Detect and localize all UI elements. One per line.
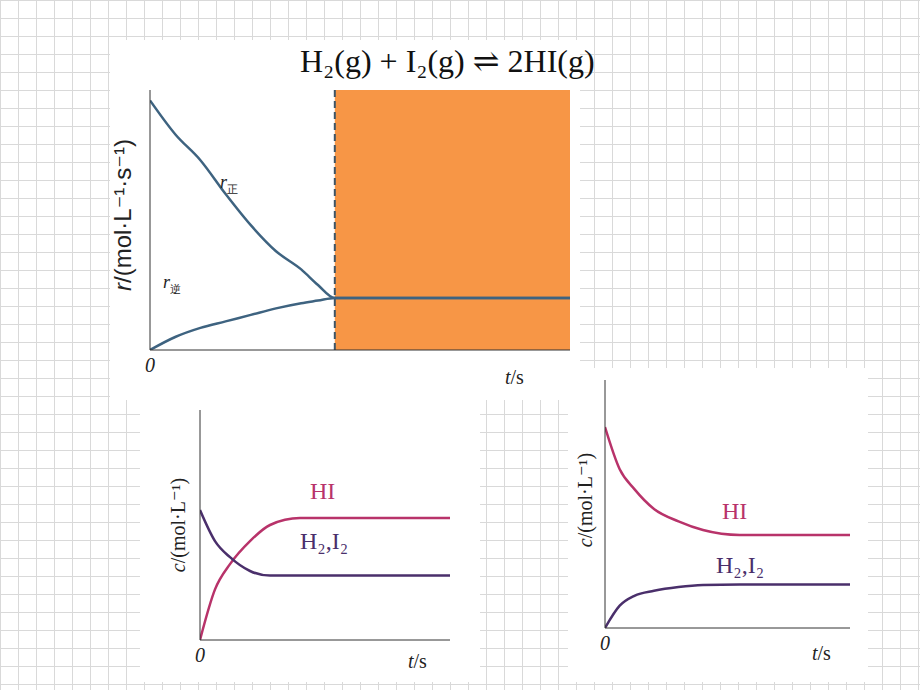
svg-text:0: 0 bbox=[600, 632, 610, 654]
html-text:t /s: t /s bbox=[812, 642, 831, 664]
html-text:r逆: r逆 bbox=[163, 272, 181, 295]
html-text:HI: HI bbox=[722, 498, 748, 524]
html-text:H₂,I₂: H₂,I₂ bbox=[716, 552, 765, 578]
html-text:t /s: t /s bbox=[505, 366, 524, 388]
html-text:/(mol·L⁻¹): /(mol·L⁻¹) bbox=[167, 477, 189, 564]
html-text:H₂,I₂: H₂,I₂ bbox=[300, 528, 349, 554]
html-text:c: c bbox=[167, 563, 189, 573]
html-text:t /s: t /s bbox=[408, 650, 427, 672]
html-text:r: r bbox=[109, 283, 136, 291]
html-text:/(mol·L⁻¹): /(mol·L⁻¹) bbox=[574, 452, 596, 539]
html-text:r正: r正 bbox=[220, 172, 238, 195]
html-text:H₂(g) + I₂(g) ⇌ 2HI(g): H₂(g) + I₂(g) ⇌ 2HI(g) bbox=[300, 43, 595, 79]
svg-text:0: 0 bbox=[195, 644, 205, 666]
svg-text:0: 0 bbox=[145, 354, 155, 376]
html-text:HI: HI bbox=[310, 478, 336, 504]
html-text:c: c bbox=[574, 538, 596, 548]
html-text:/(mol·L⁻¹·s⁻¹): /(mol·L⁻¹·s⁻¹) bbox=[109, 139, 136, 283]
